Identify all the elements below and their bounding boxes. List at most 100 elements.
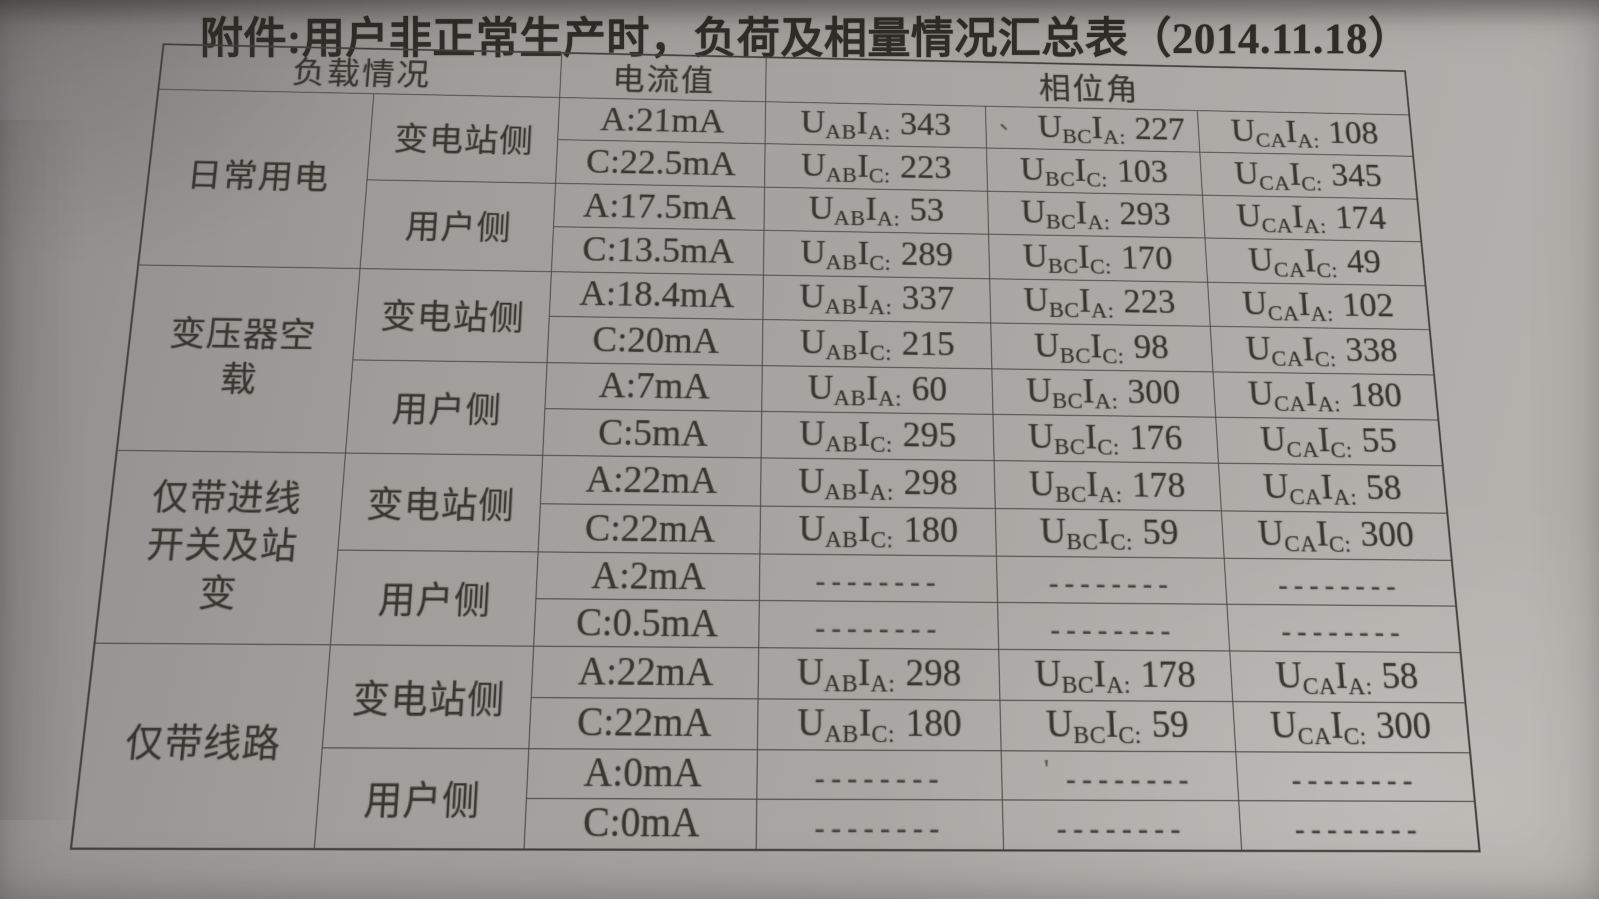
current-subscript: A: <box>1332 485 1359 511</box>
phase-angle-cell: UBCIC: 170 <box>988 234 1208 282</box>
current-subscript: A: <box>1087 211 1111 235</box>
current-subscript: A: <box>1094 389 1119 414</box>
phase-angle-cell: UCAIA: 108 <box>1197 110 1414 157</box>
current-subscript: C: <box>1117 722 1143 750</box>
phase-angle-value: 300 <box>1126 372 1182 412</box>
side-cell: 用户侧 <box>314 747 529 850</box>
side-cell: 用户侧 <box>330 550 539 647</box>
voltage-symbol: U <box>800 233 826 271</box>
load-condition-label: 变压器空载 <box>168 314 318 400</box>
side-cell: 用户侧 <box>345 359 548 456</box>
side-cell: 变电站侧 <box>322 644 534 749</box>
voltage-subscript: AB <box>825 432 859 458</box>
phase-angle-cell: UABIA: 337 <box>763 274 991 324</box>
voltage-subscript: CA <box>1258 171 1292 195</box>
current-symbol: I <box>1081 371 1096 411</box>
current-value-cell: C:22mA <box>528 697 759 750</box>
phase-angle-cell: UBCIA: 178 <box>993 460 1222 511</box>
dash-placeholder: -------- <box>1048 567 1175 601</box>
voltage-subscript: BC <box>1054 481 1088 508</box>
phase-angle-cell: ' -------- <box>1000 750 1239 801</box>
dash-placeholder: -------- <box>1280 615 1408 649</box>
load-condition-label: 日常用电 <box>185 157 331 197</box>
voltage-symbol: U <box>1022 280 1050 319</box>
current-subscript: C: <box>1315 258 1340 283</box>
current-subscript: A: <box>1102 126 1127 150</box>
phase-angle-cell: UABIC: 295 <box>761 411 994 461</box>
voltage-subscript: CA <box>1273 258 1307 282</box>
voltage-symbol: U <box>808 189 834 227</box>
dash-placeholder: -------- <box>814 761 946 796</box>
current-subscript: A: <box>1105 671 1132 699</box>
phase-angle-cell: UCAIC: 55 <box>1215 417 1443 467</box>
current-symbol: I <box>858 414 871 455</box>
current-value-cell: C:20mA <box>547 316 764 366</box>
current-value-cell: C:22.5mA <box>555 140 766 188</box>
current-value-cell: A:17.5mA <box>553 183 765 231</box>
voltage-symbol: U <box>1028 463 1056 504</box>
voltage-symbol: U <box>1022 236 1049 275</box>
current-subscript: C: <box>1328 532 1353 558</box>
phase-angle-value: 58 <box>1364 467 1404 508</box>
current-subscript: A: <box>869 479 894 506</box>
summary-table-sheet: 负载情况 电流值 相位角 日常用电 变电站侧 A:21mA UABIA: 343、 UBC… <box>69 43 1481 853</box>
phase-angle-cell: -------- <box>1226 604 1461 653</box>
phase-angle-cell: UCAIC: 300 <box>1232 701 1471 753</box>
side-cell: 变电站侧 <box>338 453 543 553</box>
current-subscript: C: <box>869 251 892 275</box>
phase-angle-value: 174 <box>1333 199 1388 237</box>
current-symbol: I <box>1078 281 1092 320</box>
voltage-symbol: U <box>1244 328 1273 368</box>
voltage-subscript: CA <box>1260 214 1294 238</box>
current-subscript: A: <box>868 295 893 320</box>
phase-angle-cell: UBCIC: 176 <box>992 414 1219 464</box>
voltage-symbol: U <box>800 146 826 184</box>
phase-angle-cell: -------- <box>1238 800 1480 852</box>
voltage-subscript: BC <box>1072 721 1107 750</box>
phase-angle-value: 223 <box>899 148 952 186</box>
voltage-subscript: AB <box>825 121 857 145</box>
voltage-subscript: AB <box>833 385 867 411</box>
lighting-overlay-left <box>0 120 90 820</box>
current-subscript: A: <box>877 207 901 232</box>
phase-angle-value: 337 <box>901 278 955 318</box>
dash-placeholder: -------- <box>1049 613 1178 648</box>
phase-angle-cell: -------- <box>756 799 1004 851</box>
phase-angle-value: 49 <box>1345 242 1383 280</box>
voltage-subscript: BC <box>1061 125 1093 149</box>
current-value-cell: A:2mA <box>535 552 761 601</box>
voltage-subscript: BC <box>1066 529 1099 556</box>
voltage-subscript: AB <box>825 250 858 275</box>
voltage-subscript: CA <box>1288 484 1323 510</box>
phase-angle-value: 58 <box>1379 654 1420 697</box>
phase-angle-cell: UBCIA: 293 <box>987 191 1205 239</box>
voltage-symbol: U <box>1235 197 1263 235</box>
voltage-symbol: U <box>797 700 825 745</box>
voltage-subscript: BC <box>1059 343 1092 368</box>
phase-angle-cell: UABIC: 289 <box>763 230 990 279</box>
voltage-symbol: U <box>1027 416 1055 457</box>
current-subscript: C: <box>870 527 894 554</box>
voltage-symbol: U <box>1256 513 1286 554</box>
phase-angle-value: 102 <box>1340 285 1396 325</box>
voltage-subscript: CA <box>1267 301 1301 326</box>
dash-placeholder: -------- <box>814 810 946 846</box>
voltage-symbol: U <box>1269 703 1299 747</box>
phase-angle-value: 178 <box>1131 464 1187 505</box>
voltage-subscript: BC <box>1045 210 1077 235</box>
phase-angle-cell: -------- <box>757 749 1003 800</box>
voltage-subscript: AB <box>824 527 859 554</box>
phase-angle-value: 180 <box>905 701 962 745</box>
voltage-subscript: CA <box>1301 672 1338 700</box>
current-symbol: I <box>1085 463 1100 504</box>
voltage-subscript: CA <box>1255 129 1288 153</box>
phase-angle-cell: UBCIA: 300 <box>991 368 1216 418</box>
dash-placeholder: -------- <box>1293 812 1425 847</box>
table-row: 仅带线路 变电站侧 A:22mA UABIA: 298 UBCIA: 178 UCAIA: 58 <box>70 643 1466 850</box>
current-symbol: I <box>857 234 870 272</box>
dash-placeholder: -------- <box>815 612 943 646</box>
current-subscript: C: <box>868 164 891 188</box>
dash-placeholder: -------- <box>1290 763 1421 798</box>
phase-angle-value: 293 <box>1118 195 1172 233</box>
